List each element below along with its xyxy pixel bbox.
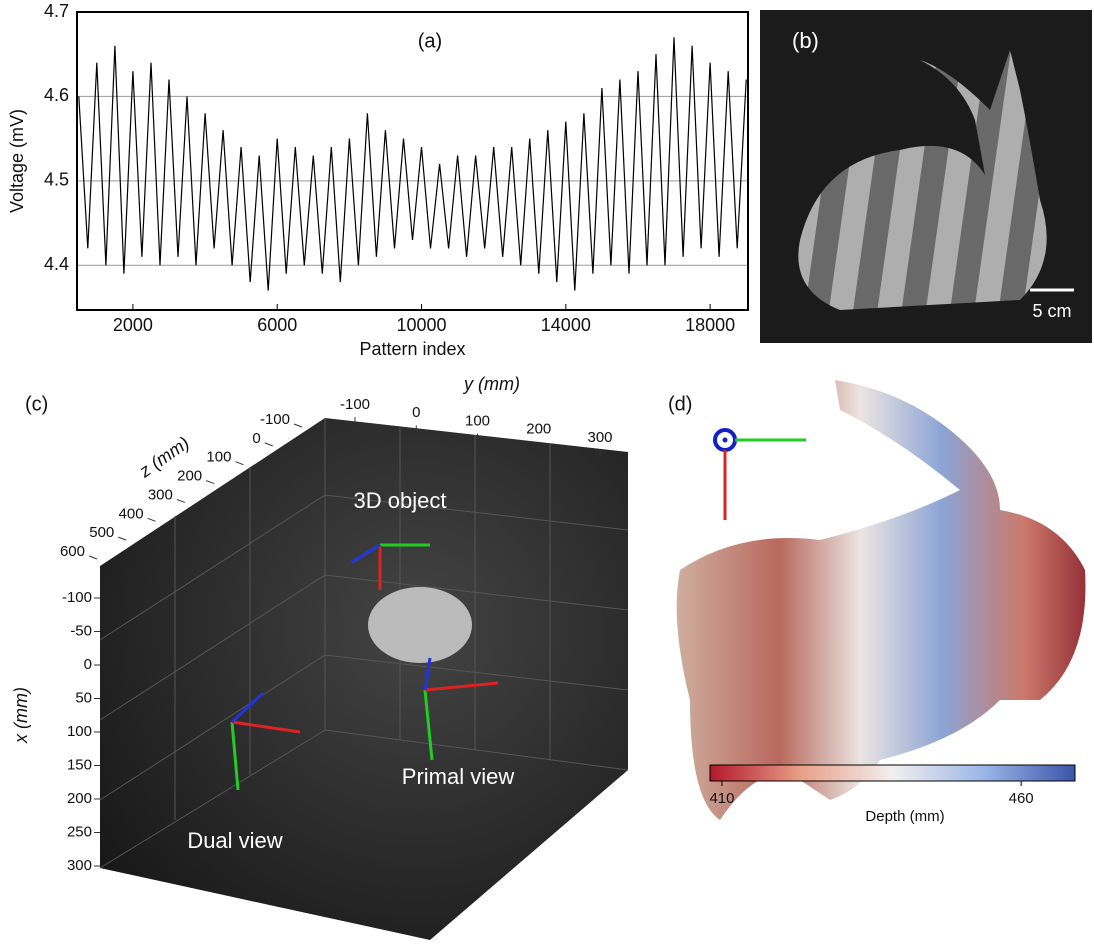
tick-label: -100 <box>340 396 370 413</box>
tick-label: 300 <box>148 486 173 503</box>
tick <box>148 518 156 521</box>
y-tick-label: 4.4 <box>44 254 69 274</box>
colorbar <box>710 765 1075 781</box>
tick-label: 500 <box>89 524 114 541</box>
tick <box>118 537 126 540</box>
chart-title: (a) <box>418 30 442 52</box>
y-axis-label: Voltage (mV) <box>7 109 27 213</box>
y-tick-label: 4.6 <box>44 85 69 105</box>
tick <box>206 481 214 484</box>
tick-label: 0 <box>412 404 420 421</box>
tick <box>177 499 185 502</box>
panel-label: (b) <box>792 28 819 53</box>
panel-c: 3D object Primal view Dual view (c) y (m… <box>11 374 628 940</box>
panel-label: (c) <box>25 393 48 415</box>
frame-axis <box>723 438 728 443</box>
x-tick-label: 2000 <box>113 315 153 335</box>
x-tick-label: 10000 <box>396 315 446 335</box>
tick-label: 200 <box>177 468 202 485</box>
axis-label: x (mm) <box>11 687 31 744</box>
y-tick-label: 4.7 <box>44 1 69 21</box>
tick-label: 400 <box>119 505 144 522</box>
signal-line <box>79 37 746 290</box>
tick-label: -100 <box>260 411 290 428</box>
tick <box>265 443 273 446</box>
tick-label: 300 <box>67 857 92 874</box>
tick <box>235 462 243 465</box>
x-tick-label: 14000 <box>541 315 591 335</box>
object-render <box>368 587 472 663</box>
tick-label: 100 <box>206 449 231 466</box>
axis-label: y (mm) <box>462 374 520 394</box>
x-tick-label: 6000 <box>257 315 297 335</box>
panel-label: (d) <box>668 393 692 415</box>
point-cloud <box>677 380 1086 820</box>
primal-label: Primal view <box>402 764 515 789</box>
x-tick-label: 18000 <box>685 315 735 335</box>
figure: (b) 5 cm 3D object Primal view Dual view… <box>0 0 1094 947</box>
tick-label: 50 <box>75 689 92 706</box>
colorbar-tick-label: 410 <box>709 790 734 807</box>
tick-label: 100 <box>67 723 92 740</box>
tick <box>89 556 97 559</box>
dual-label: Dual view <box>187 828 282 853</box>
colorbar-tick-label: 460 <box>1009 790 1034 807</box>
scale-label: 5 cm <box>1032 301 1071 321</box>
tick-label: 300 <box>587 429 612 446</box>
tick-label: -100 <box>62 589 92 606</box>
tick-label: -50 <box>70 622 92 639</box>
tick-label: 200 <box>67 790 92 807</box>
tick-label: 150 <box>67 756 92 773</box>
tick-label: 0 <box>252 430 260 447</box>
tick-label: 100 <box>465 412 490 429</box>
y-tick-label: 4.5 <box>44 170 69 190</box>
x-axis-label: Pattern index <box>359 339 465 359</box>
colorbar-label: Depth (mm) <box>865 808 944 825</box>
object-label: 3D object <box>354 488 447 513</box>
tick-label: 600 <box>60 543 85 560</box>
tick-label: 250 <box>67 823 92 840</box>
tick-label: 200 <box>526 421 551 438</box>
tick <box>294 424 302 427</box>
panel-b: (b) 5 cm <box>760 10 1092 343</box>
panel-d: (d) Depth (mm) <box>668 380 1085 825</box>
tick-label: 0 <box>84 656 92 673</box>
